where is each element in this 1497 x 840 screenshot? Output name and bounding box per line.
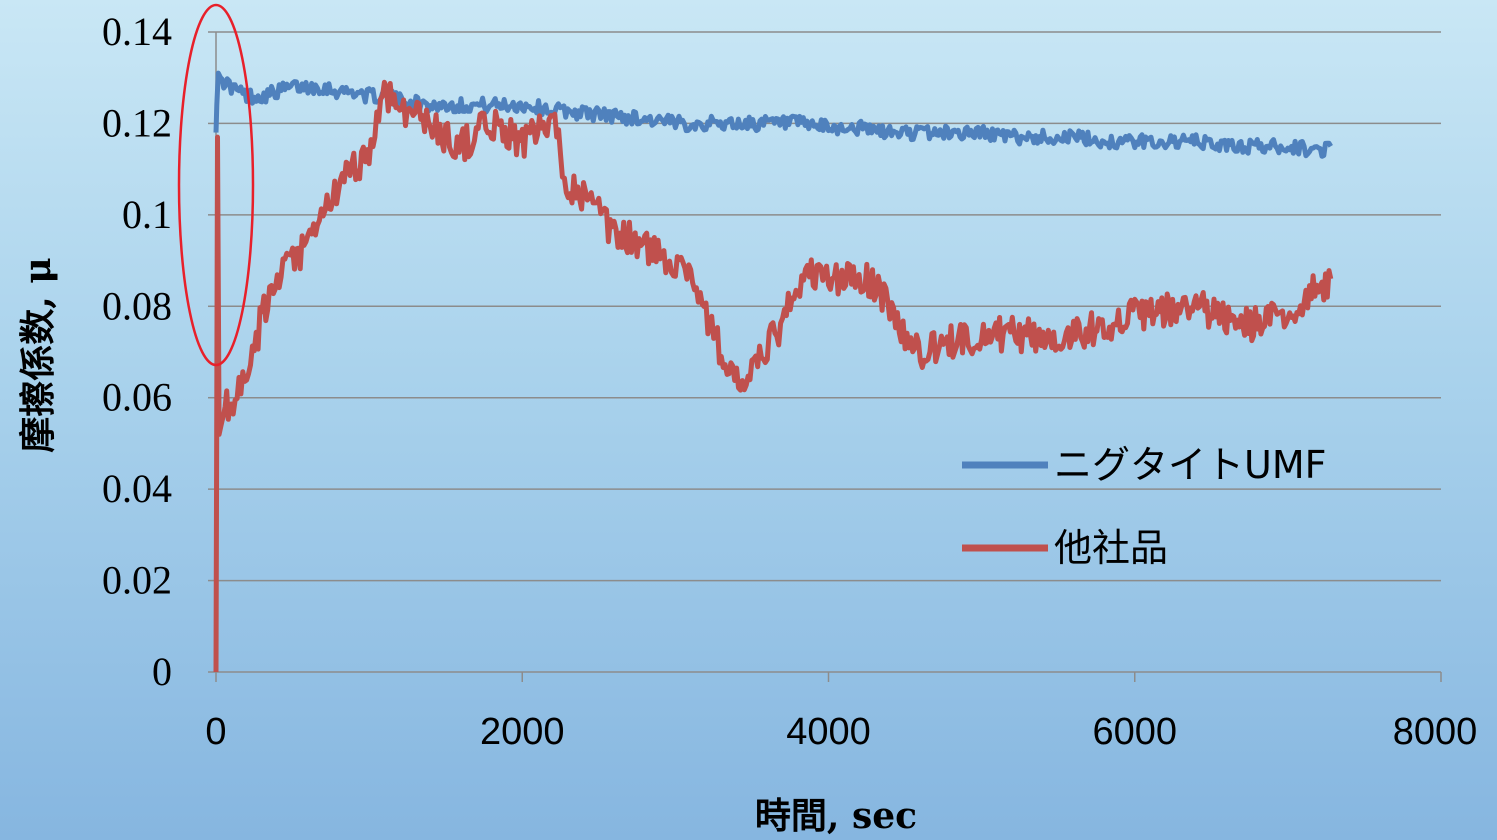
y-tick-label: 0.12 bbox=[102, 100, 172, 145]
y-tick-label: 0.08 bbox=[102, 283, 172, 328]
series-line-nigtite bbox=[213, 70, 1333, 159]
x-tick-label: 2000 bbox=[480, 711, 565, 753]
y-tick-label: 0.1 bbox=[122, 192, 172, 237]
y-axis-title: 摩擦係数, μ bbox=[17, 257, 59, 452]
x-tick-label: 4000 bbox=[786, 711, 871, 753]
series-line-other bbox=[213, 79, 1334, 673]
tick-labels: 0 0.02 0.04 0.06 0.08 0.1 0.12 0.14 0 2000 4000 600… bbox=[102, 9, 1477, 753]
legend-label-nigtite: ニグタイトUMF bbox=[1054, 443, 1326, 487]
x-tick-label: 6000 bbox=[1092, 711, 1177, 753]
y-tick-label: 0.14 bbox=[102, 9, 172, 54]
y-tick-label: 0.02 bbox=[102, 558, 172, 603]
series-lines bbox=[213, 70, 1334, 673]
legend: ニグタイトUMF 他社品 bbox=[962, 443, 1326, 570]
y-tick-label: 0.04 bbox=[102, 466, 172, 511]
y-tick-label: 0.06 bbox=[102, 375, 172, 420]
x-axis-title: 時間, sec bbox=[755, 795, 917, 837]
x-tick-label: 8000 bbox=[1393, 711, 1478, 753]
legend-label-other: 他社品 bbox=[1054, 526, 1168, 570]
y-tick-label: 0 bbox=[152, 649, 172, 694]
x-tick-label: 0 bbox=[205, 711, 226, 753]
highlight-ellipse bbox=[177, 3, 255, 367]
annotation-group bbox=[177, 3, 255, 367]
